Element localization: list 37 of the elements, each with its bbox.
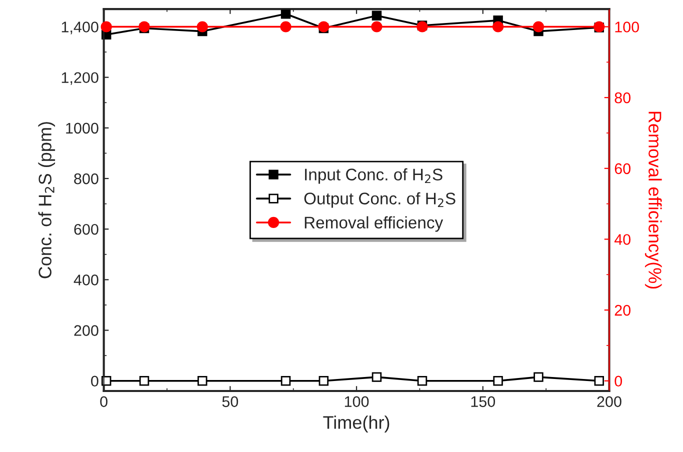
point <box>101 376 112 386</box>
legend-label: Removal efficiency <box>304 216 444 232</box>
point <box>372 372 382 382</box>
y2-tick-label: 100 <box>615 22 639 32</box>
point <box>594 376 604 386</box>
y2-tick-label: 80 <box>614 92 630 104</box>
point <box>493 376 503 386</box>
y2-tick-label: 0 <box>614 376 622 387</box>
x-tick-label: 50 <box>222 396 238 408</box>
x-tick-label: 200 <box>597 396 622 408</box>
y-tick-label: 1,400 <box>62 22 98 34</box>
point <box>534 372 544 382</box>
y-tick-label: 1000 <box>66 122 98 134</box>
y-tick-label: 600 <box>74 224 98 235</box>
y-axis-title: Conc. of H$_{2}$S (ppm) <box>38 122 56 278</box>
y-tick-label: 1,200 <box>62 72 98 85</box>
point <box>417 376 428 386</box>
y2-axis-title: Removal efficiency(%) <box>644 112 662 289</box>
point <box>372 10 382 20</box>
y2-tick-label: 60 <box>614 163 630 174</box>
y-tick-label: 0 <box>91 376 98 387</box>
y-tick-label: 800 <box>74 173 98 184</box>
point <box>280 376 291 386</box>
y2-tick-label: 40 <box>614 234 630 245</box>
legend-label: Output Conc. of H$_{2}$S <box>304 192 456 208</box>
x-tick-label: 100 <box>344 396 369 408</box>
y-tick-label: 400 <box>74 274 98 286</box>
y-tick-label: 200 <box>74 325 98 336</box>
y2-tick-label: 20 <box>614 304 630 316</box>
point <box>280 8 291 19</box>
x-axis-title: Time(hr) <box>323 416 390 432</box>
x-tick-label: 150 <box>471 396 496 408</box>
legend-label: Input Conc. of H$_{2}$S <box>305 168 442 184</box>
point <box>318 376 329 386</box>
point <box>198 376 208 386</box>
point <box>139 376 150 386</box>
x-tick-label: 0 <box>100 396 108 408</box>
